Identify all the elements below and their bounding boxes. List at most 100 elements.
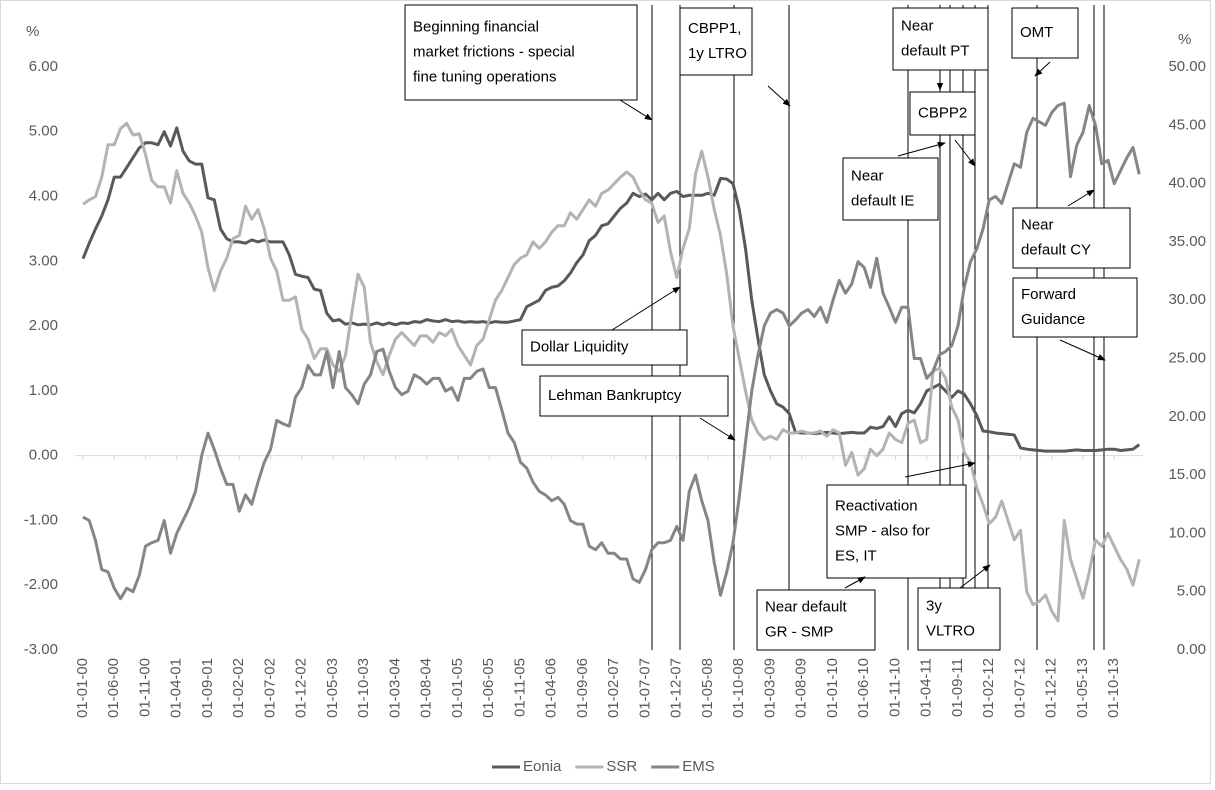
annotation-text: default CY — [1021, 241, 1091, 258]
annotation-box — [404, 4, 638, 101]
annotation: Near default GR - SMP — [756, 576, 876, 651]
annotation-box — [1012, 207, 1131, 269]
annotation-text: Beginning financial — [413, 18, 539, 35]
x-tick-label: 01-08-09 — [793, 658, 810, 718]
annotation: Beginning financial market frictions - sp… — [404, 4, 653, 121]
y-tick-label: 6.00 — [29, 58, 58, 75]
annotation-box — [521, 329, 688, 366]
annotation-box — [917, 587, 1001, 651]
x-tick-label: 01-12-07 — [668, 658, 685, 718]
annotation: 3y VLTRO — [917, 564, 1001, 651]
x-tick-label: 01-09-11 — [949, 658, 966, 717]
y-tick-label: 0.00 — [29, 447, 58, 464]
annotation-box — [539, 375, 729, 417]
x-tick-label: 01-10-13 — [1105, 658, 1122, 718]
y2-tick-label: 30.00 — [1168, 291, 1206, 308]
x-tick-label: 01-07-02 — [261, 658, 278, 718]
x-tick-label: 01-02-12 — [980, 658, 997, 718]
annotation-text: fine tuning operations — [413, 68, 556, 85]
y-tick-label: -1.00 — [24, 511, 58, 528]
annotation-text: 1y LTRO — [688, 45, 747, 62]
y2-tick-label: 20.00 — [1168, 408, 1206, 425]
annotation: Reactivation SMP - also for ES, IT — [826, 461, 976, 579]
x-tick-label: 01-09-01 — [199, 658, 216, 718]
y2-tick-label: 35.00 — [1168, 233, 1206, 250]
annotation-text: Reactivation — [835, 497, 918, 514]
legend-label: Eonia — [523, 758, 562, 775]
x-tick-label: 01-01-05 — [449, 658, 466, 718]
x-tick-label: 01-03-09 — [761, 658, 778, 718]
x-tick-label: 01-06-10 — [855, 658, 872, 718]
annotation-text: Dollar Liquidity — [530, 338, 629, 355]
y2-tick-label: 15.00 — [1168, 466, 1206, 483]
annotation-arrow — [844, 576, 866, 589]
annotation-text: default PT — [901, 42, 969, 59]
annotation-text: Near — [851, 167, 884, 184]
x-tick-label: 01-05-13 — [1074, 658, 1091, 718]
annotation: Near default IE — [842, 141, 946, 221]
x-tick-label: 01-04-06 — [543, 658, 560, 718]
annotation-text: CBPP2 — [918, 104, 967, 121]
annotation-text: VLTRO — [926, 622, 975, 639]
y2-tick-label: 5.00 — [1177, 583, 1206, 600]
y2-tick-label: 40.00 — [1168, 175, 1206, 192]
annotation-box — [842, 157, 939, 221]
annotation: Lehman Bankruptcy — [539, 375, 736, 441]
y-tick-label: 5.00 — [29, 123, 58, 140]
x-tick-label: 01-06-00 — [105, 658, 122, 718]
annotation-box — [909, 91, 976, 136]
x-tick-label: 01-11-10 — [886, 658, 903, 717]
series-line — [82, 121, 1141, 623]
x-tick-label: 01-02-02 — [230, 658, 247, 718]
y2-tick-label: 25.00 — [1168, 349, 1206, 366]
annotation-arrow — [1067, 189, 1095, 207]
y-tick-label: -2.00 — [24, 576, 58, 593]
legend-label: SSR — [606, 758, 637, 775]
x-tick-label: 01-09-06 — [574, 658, 591, 718]
annotation-box — [826, 484, 967, 579]
y-tick-label: 1.00 — [29, 382, 58, 399]
annotation-text: Guidance — [1021, 311, 1085, 328]
x-tick-label: 01-11-00 — [136, 658, 153, 717]
y2-axis-title: % — [1178, 31, 1191, 48]
x-tick-label: 01-01-00 — [74, 658, 91, 718]
y-axis-title: % — [26, 23, 39, 40]
x-tick-label: 01-02-07 — [605, 658, 622, 718]
annotation-arrow — [611, 286, 681, 331]
x-tick-label: 01-10-03 — [355, 658, 372, 718]
y-tick-label: -3.00 — [24, 641, 58, 658]
annotation-text: OMT — [1020, 24, 1053, 41]
legend-label: EMS — [682, 758, 715, 775]
series-line — [82, 101, 1141, 601]
annotation-box — [1011, 7, 1079, 59]
annotation-arrow — [904, 461, 976, 478]
x-tick-label: 01-04-01 — [168, 658, 185, 718]
annotation-arrow — [699, 417, 736, 441]
annotation-text: Near — [1021, 216, 1054, 233]
x-tick-label: 01-07-12 — [1011, 658, 1028, 718]
annotation: Near default PT — [892, 7, 989, 91]
annotation-box — [892, 7, 989, 71]
annotation-text: CBPP1, — [688, 20, 741, 37]
x-tick-label: 01-10-08 — [730, 658, 747, 718]
annotation-arrow — [897, 141, 946, 157]
y-tick-label: 4.00 — [29, 188, 58, 205]
x-tick-label: 01-12-02 — [293, 658, 310, 718]
annotation-text: Forward — [1021, 286, 1076, 303]
x-tick-label: 01-11-05 — [511, 658, 528, 717]
y2-tick-label: 0.00 — [1177, 641, 1206, 658]
annotation: Dollar Liquidity — [521, 286, 688, 366]
annotation: CBPP2 — [909, 91, 976, 167]
x-tick-label: 01-06-05 — [480, 658, 497, 718]
annotation: OMT — [1011, 7, 1079, 77]
annotation-text: ES, IT — [835, 547, 877, 564]
x-tick-label: 01-07-07 — [636, 658, 653, 718]
annotation-text: SMP - also for — [835, 522, 930, 539]
x-tick-label: 01-05-03 — [324, 658, 341, 718]
y-tick-label: 3.00 — [29, 252, 58, 269]
annotation: Near default CY — [1012, 189, 1131, 269]
annotation-arrow — [1059, 339, 1106, 361]
y2-tick-label: 10.00 — [1168, 524, 1206, 541]
